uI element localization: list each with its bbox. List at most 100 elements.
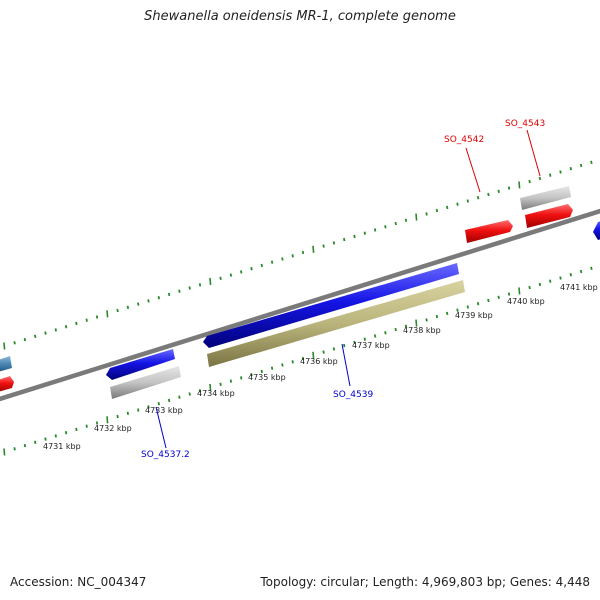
gene-feature-blue-long[interactable] — [203, 263, 459, 348]
major-tick — [415, 319, 418, 327]
scale-label: 4736 kbp — [300, 357, 338, 366]
minor-tick — [394, 327, 397, 332]
gene-label-so-4543[interactable]: SO_4543 — [505, 119, 545, 129]
map-title: Shewanella oneidensis MR-1, complete gen… — [144, 9, 456, 24]
minor-tick — [188, 286, 191, 290]
minor-tick — [549, 279, 552, 283]
minor-tick — [250, 267, 253, 271]
minor-tick — [404, 324, 408, 328]
minor-tick — [487, 298, 490, 303]
minor-tick — [95, 315, 99, 319]
callout-line — [526, 129, 541, 177]
minor-tick — [579, 163, 583, 168]
major-tick — [106, 310, 109, 318]
minor-tick — [497, 295, 500, 299]
gene-feature-blue-right[interactable] — [593, 220, 600, 240]
gene-feature-red[interactable] — [465, 220, 513, 243]
major-tick — [312, 351, 315, 359]
minor-tick — [456, 308, 459, 312]
minor-tick — [301, 250, 305, 255]
minor-tick — [64, 325, 68, 329]
scale-label: 4735 kbp — [248, 373, 286, 382]
minor-tick — [394, 221, 397, 226]
gene-feature-red-left[interactable] — [0, 376, 14, 392]
minor-tick — [559, 170, 562, 174]
gene-label-so-4537-2[interactable]: SO_4537.2 — [141, 450, 190, 460]
major-tick — [3, 448, 6, 456]
minor-tick — [363, 231, 366, 235]
minor-tick — [446, 311, 449, 316]
minor-tick — [13, 447, 16, 451]
callout-line — [465, 147, 481, 193]
minor-tick — [54, 434, 57, 438]
minor-tick — [219, 276, 222, 280]
minor-tick — [44, 331, 47, 335]
minor-tick — [322, 350, 325, 354]
major-tick — [312, 245, 315, 253]
minor-tick — [373, 334, 377, 338]
minor-tick — [34, 440, 37, 444]
upper-tick-track — [3, 160, 593, 350]
minor-tick — [559, 276, 562, 280]
gene-label-so-4539[interactable]: SO_4539 — [333, 390, 373, 400]
minor-tick — [54, 328, 57, 332]
minor-tick — [281, 363, 284, 367]
minor-tick — [85, 424, 88, 428]
minor-tick — [198, 283, 202, 287]
scale-label: 4734 kbp — [197, 389, 235, 398]
minor-tick — [476, 196, 480, 200]
minor-tick — [188, 392, 191, 396]
minor-tick — [137, 408, 140, 412]
scale-label: 4731 kbp — [43, 442, 81, 451]
minor-tick — [116, 414, 119, 419]
minor-tick — [75, 427, 78, 432]
major-tick — [3, 342, 6, 350]
minor-tick — [240, 270, 243, 274]
minor-tick — [343, 237, 346, 242]
minor-tick — [301, 356, 305, 361]
minor-tick — [322, 244, 325, 248]
genome-summary-text: Topology: circular; Length: 4,969,803 bp… — [260, 575, 590, 589]
minor-tick — [167, 398, 171, 403]
minor-tick — [569, 273, 572, 277]
minor-tick — [590, 266, 593, 270]
minor-tick — [291, 360, 294, 364]
scale-label: 4732 kbp — [94, 424, 132, 433]
minor-tick — [157, 402, 160, 406]
gene-feature-olive[interactable] — [207, 280, 465, 367]
minor-tick — [549, 173, 552, 177]
gene-feature-blue[interactable] — [106, 349, 175, 380]
major-tick — [209, 277, 212, 286]
gene-feature-red[interactable] — [525, 204, 573, 228]
minor-tick — [167, 292, 171, 297]
minor-tick — [260, 369, 263, 374]
minor-tick — [404, 218, 408, 222]
gene-feature-gray[interactable] — [110, 366, 181, 399]
minor-tick — [34, 334, 37, 338]
callout-line — [341, 343, 351, 387]
minor-tick — [229, 273, 233, 277]
minor-tick — [250, 373, 253, 377]
lower-tick-track — [3, 266, 593, 456]
gene-feature-steelblue[interactable] — [0, 356, 12, 372]
minor-tick — [538, 176, 542, 181]
gene-label-so-4542[interactable]: SO_4542 — [444, 135, 484, 145]
major-tick — [415, 213, 418, 221]
minor-tick — [332, 241, 336, 245]
minor-tick — [23, 443, 27, 448]
minor-tick — [353, 234, 356, 239]
minor-tick — [126, 305, 130, 309]
major-tick — [209, 383, 212, 392]
minor-tick — [219, 382, 222, 386]
minor-tick — [270, 366, 274, 370]
gene-feature-gray[interactable] — [520, 186, 571, 210]
minor-tick — [363, 337, 366, 341]
minor-tick — [198, 389, 202, 393]
scale-label: 4733 kbp — [145, 406, 183, 415]
minor-tick — [425, 212, 428, 216]
minor-tick — [425, 318, 428, 322]
minor-tick — [260, 263, 263, 268]
minor-tick — [64, 431, 68, 435]
minor-tick — [229, 379, 233, 383]
